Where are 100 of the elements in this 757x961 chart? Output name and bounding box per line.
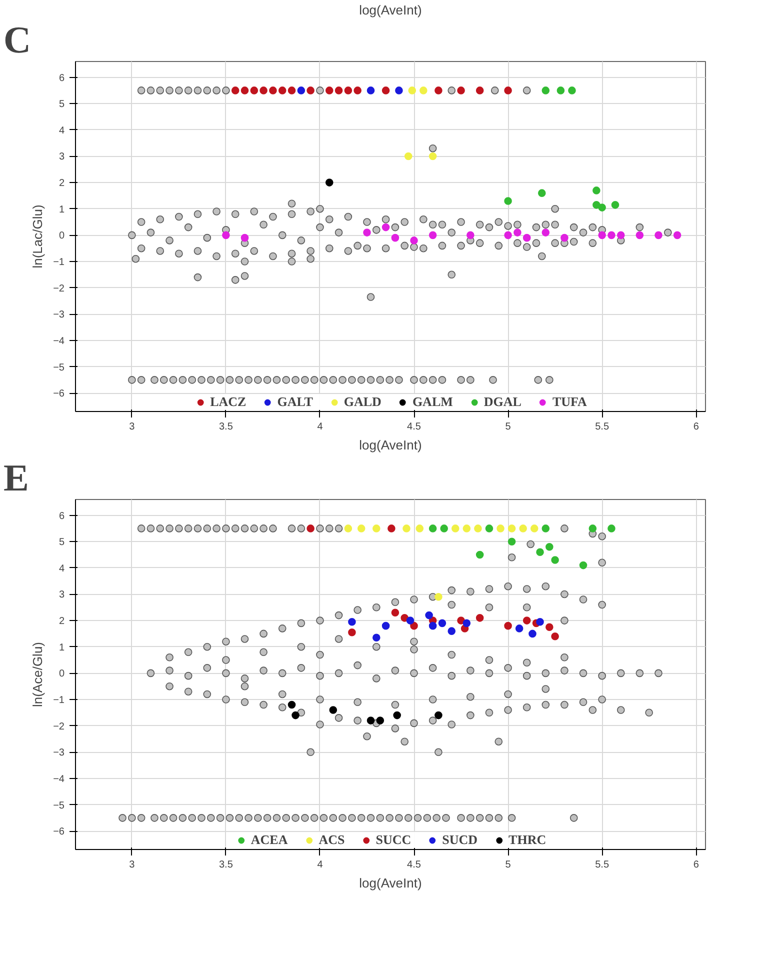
point (212, 86, 220, 94)
point (451, 524, 460, 532)
point (504, 222, 512, 230)
point (297, 664, 306, 672)
point (254, 814, 262, 822)
point (222, 638, 230, 646)
point (366, 293, 375, 301)
point (434, 748, 442, 756)
y-tick-label: 4 (58, 563, 65, 574)
point (150, 814, 158, 822)
point (522, 704, 531, 712)
point (542, 228, 550, 236)
point (306, 86, 314, 94)
point (489, 376, 497, 384)
point (542, 524, 550, 532)
point (382, 244, 390, 252)
point (278, 624, 286, 632)
point (178, 814, 187, 822)
point (137, 218, 146, 226)
y-axis-title: ln(Lac/Glu) (30, 204, 46, 268)
point (476, 550, 484, 559)
point (316, 204, 324, 213)
point (272, 376, 281, 384)
point (391, 223, 400, 232)
point (410, 622, 418, 630)
point (354, 661, 362, 670)
point (570, 223, 578, 232)
point (354, 242, 362, 250)
point (522, 604, 531, 612)
point (598, 231, 606, 240)
point (382, 86, 390, 94)
point (428, 524, 437, 532)
point (260, 700, 268, 709)
point (485, 585, 494, 593)
point (386, 376, 394, 384)
point (485, 814, 494, 822)
y-tick-label: 3 (58, 590, 65, 601)
point (344, 212, 352, 221)
y-tick-label: 4 (58, 125, 65, 136)
point (250, 86, 258, 94)
y-tick-label: −4 (53, 336, 65, 347)
point (272, 814, 281, 822)
point (494, 738, 503, 746)
x-tick-label: 5.5 (595, 422, 610, 432)
legend-label: GALD (344, 394, 382, 410)
point (504, 86, 512, 94)
point (400, 614, 409, 622)
point (466, 376, 474, 384)
point (532, 223, 540, 232)
point (391, 700, 400, 709)
point (278, 704, 286, 712)
point (137, 86, 146, 94)
point (231, 250, 240, 258)
point (240, 272, 249, 280)
y-tick-label: 1 (58, 204, 65, 216)
point (184, 672, 192, 680)
point (178, 376, 187, 384)
point (372, 642, 380, 651)
point (334, 86, 343, 94)
point (194, 524, 202, 532)
point (448, 228, 456, 236)
point (485, 708, 494, 717)
point (546, 376, 554, 384)
point (156, 216, 164, 224)
point (226, 814, 234, 822)
point (496, 524, 504, 532)
point (508, 538, 516, 546)
point (438, 376, 446, 384)
point (428, 144, 437, 152)
point (476, 614, 484, 622)
point (329, 376, 338, 384)
point (490, 86, 499, 94)
point (188, 376, 196, 384)
point (240, 635, 249, 643)
y-tick-label: 0 (58, 230, 65, 242)
point (608, 231, 616, 240)
point (466, 231, 474, 240)
point (570, 238, 578, 246)
point (166, 524, 174, 532)
point (372, 226, 380, 234)
point (534, 376, 542, 384)
point (372, 674, 380, 682)
point (382, 622, 390, 630)
point (372, 604, 380, 612)
point (440, 524, 448, 532)
point (420, 86, 428, 94)
legend-label: THRC (508, 832, 546, 848)
point (522, 616, 531, 624)
x-axis-title: log(AveInt) (359, 438, 422, 452)
point (515, 624, 524, 632)
point (297, 86, 306, 94)
point (372, 524, 380, 532)
point (391, 598, 400, 606)
point (366, 376, 375, 384)
point (476, 814, 484, 822)
point (494, 814, 503, 822)
point (282, 376, 290, 384)
point (250, 247, 258, 255)
point (344, 86, 352, 94)
text: C (4, 20, 31, 62)
